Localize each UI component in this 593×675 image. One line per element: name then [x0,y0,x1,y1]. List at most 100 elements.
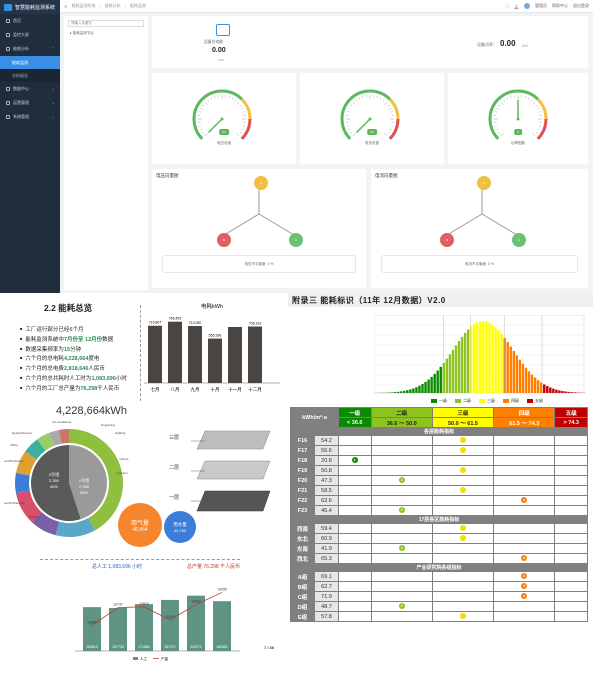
logout-link[interactable]: 退出登录 [573,3,589,8]
sidebar-subitem-monitor[interactable]: 能耗监测 [0,56,60,69]
data-label: 12823 [139,602,149,606]
tree-search-input[interactable]: 请输入关键字 [68,20,144,27]
breadcrumb-item: 能耗监测 [129,3,146,8]
level-cell [554,543,588,554]
dashboard-screenshot: 智慧能耗监测系统 首页 监控大屏 能耗分析 ⌃ 能耗监测 分析报告 数据中心 ⌄ 运… [0,0,593,293]
legend-label: 二级 [463,398,471,403]
level-cell [370,581,433,592]
power-unit: kW [522,43,528,48]
table-row: E组 57.8 [290,611,588,622]
row-name: F18 [290,455,315,466]
chevron-down-icon: ⌄ [51,114,55,119]
sidebar-item-analysis[interactable]: 能耗分析 ⌃ [0,42,60,56]
breadcrumb-item[interactable]: 能耗分析 [104,3,121,8]
chevron-down-icon: ⌄ [51,86,55,91]
avatar[interactable] [524,3,530,9]
bubble-label: 用气量 [130,520,149,527]
level-cell: 4 [493,581,556,592]
sidebar-item-ops[interactable]: 运营管理 ⌄ [0,96,60,110]
level-cell [431,455,495,466]
sidebar-item-label: 运营管理 [13,100,29,105]
legend-swatch [503,399,509,403]
distribution-bar [552,388,555,393]
row-name: 西北 [290,553,315,564]
gas-usage-bubble: 用气量 46,454 [118,503,162,547]
level-cell: 4 [493,591,556,602]
fullscreen-icon[interactable]: ⛶ [506,3,509,9]
row-name: B组 [290,581,315,592]
breadcrumb-item[interactable]: 能耗监测系统 [71,3,96,8]
bell-icon[interactable]: 🔔︎ [513,3,519,9]
energy-label-table: kWh/m²·a 一级 二级 三级 四级 五级 < 36.6 36.6 ～ 50.0 50.0 … [290,407,588,622]
unbalance-unit: % [490,262,494,266]
table-row: B组 62.7 4 [290,581,588,592]
donut-category-label: Office [10,443,18,447]
row-value: 41.9 [314,543,339,554]
help-link[interactable]: 帮助中心 [552,3,568,8]
tree-node[interactable]: ▸ 能耗监测节点 [70,31,94,35]
sidebar-subitem-label: 能耗监测 [12,59,28,65]
donut-outer-slice [25,439,46,460]
sidebar-item-home[interactable]: 首页 [0,14,60,28]
table-row: 东南 41.9 2 [290,543,588,554]
voltage-unbalance-box: 电压不平衡度 0 % [162,255,356,273]
distribution-bar [427,379,430,393]
level-cell [431,611,495,622]
level-header: 三级 [431,407,495,418]
gauge-dial [192,89,252,140]
data-label: 171862 [138,645,150,649]
bar [161,599,179,651]
menu-toggle-icon[interactable]: ☰ [64,3,68,9]
user-name[interactable]: 管理员 [535,3,547,8]
data-label: 160813 [86,645,98,649]
level-cell [431,523,495,534]
floor-plan-stack [191,430,271,512]
distribution-bar [567,391,570,393]
donut-outer-slice [58,429,69,444]
distribution-bar [445,358,449,393]
level-cell [493,485,556,496]
donut-center-value: 2,958 [79,484,90,489]
row-name: F17 [290,445,315,456]
donut-category-label: Engraving [101,423,115,427]
sidebar-item-system[interactable]: 系统管理 ⌄ [0,110,60,124]
divider [140,305,141,401]
energy-overview-report: 2.2 能耗总览 工厂运行部分已经6个月能耗监测系统中7月份至 12月份数据数据… [0,293,288,675]
data-label: 14255 [217,587,227,591]
sidebar-item-screen[interactable]: 监控大屏 [0,28,60,42]
level-cell [338,505,372,516]
distribution-bar [442,362,445,393]
section-header: 产业研究院各组指标 [290,563,588,572]
data-label: 182651 [216,645,228,649]
sidebar-subitem-report[interactable]: 分析报告 [0,69,60,82]
legend-swatch [431,399,437,403]
row-value: 60.9 [314,533,339,544]
donut-outer-slice [55,518,96,537]
level-cell [338,553,372,564]
level-cell [338,465,372,476]
bar [248,326,262,383]
level-range: 61.5 ～ 74.3 [493,417,556,428]
distribution-bar [549,387,552,393]
distribution-bar [546,386,549,393]
row-value: 71.9 [314,591,339,602]
sidebar-item-data[interactable]: 数据中心 ⌄ [0,82,60,96]
gauge-needle [356,118,371,133]
chevron-up-icon: ⌃ [51,46,55,51]
legend-label: 五级 [535,398,543,403]
phase-b-node: B [217,233,231,247]
row-value: 50.8 [314,465,339,476]
row-name: F22 [290,495,315,506]
donut-category-label: Assembly/Packing [4,501,25,505]
gauge-card: 0A 电流总值 [300,73,444,164]
level-cell [554,601,588,612]
donut-category-label: Lighting [115,431,126,435]
row-value: 58.5 [314,485,339,496]
distribution-bar [555,389,558,393]
distribution-bar [485,321,488,393]
tick-label: 七月 [151,386,160,393]
level-cell [431,495,495,506]
sidebar-item-label: 系统管理 [13,114,29,119]
level-cell [554,571,588,582]
level-cell [554,581,588,592]
